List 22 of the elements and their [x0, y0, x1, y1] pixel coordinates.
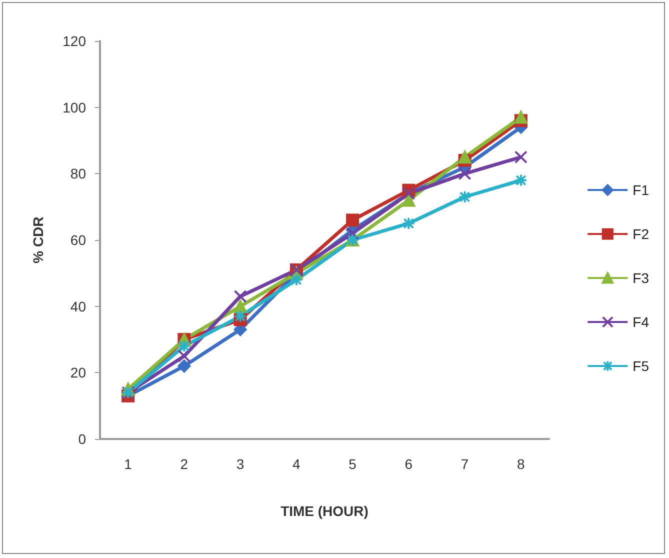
- x-tick-label: 6: [404, 456, 413, 472]
- y-tick-label: 100: [62, 99, 86, 116]
- x-tick-label: 5: [348, 456, 357, 472]
- x-tick-label: 4: [292, 456, 301, 472]
- y-axis-title: % CDR: [30, 216, 46, 264]
- y-tick-label: 20: [70, 364, 86, 381]
- x-tick-label: 3: [236, 456, 244, 472]
- x-axis-title: TIME (HOUR): [280, 503, 368, 519]
- x-tick-label: 7: [460, 456, 469, 472]
- x-tick-label: 2: [180, 456, 188, 472]
- legend-label: F2: [632, 226, 650, 242]
- legend-label: F4: [632, 314, 650, 330]
- y-tick-label: 0: [78, 431, 86, 447]
- y-tick-label: 120: [62, 33, 86, 49]
- legend-label: F5: [632, 358, 650, 374]
- y-tick-label: 80: [70, 166, 86, 182]
- x-tick-label: 1: [124, 456, 132, 472]
- legend-label: F1: [632, 182, 650, 198]
- x-tick-label: 8: [517, 456, 526, 472]
- y-tick-label: 40: [70, 298, 86, 314]
- legend-label: F3: [632, 270, 650, 286]
- y-tick-label: 60: [70, 232, 86, 248]
